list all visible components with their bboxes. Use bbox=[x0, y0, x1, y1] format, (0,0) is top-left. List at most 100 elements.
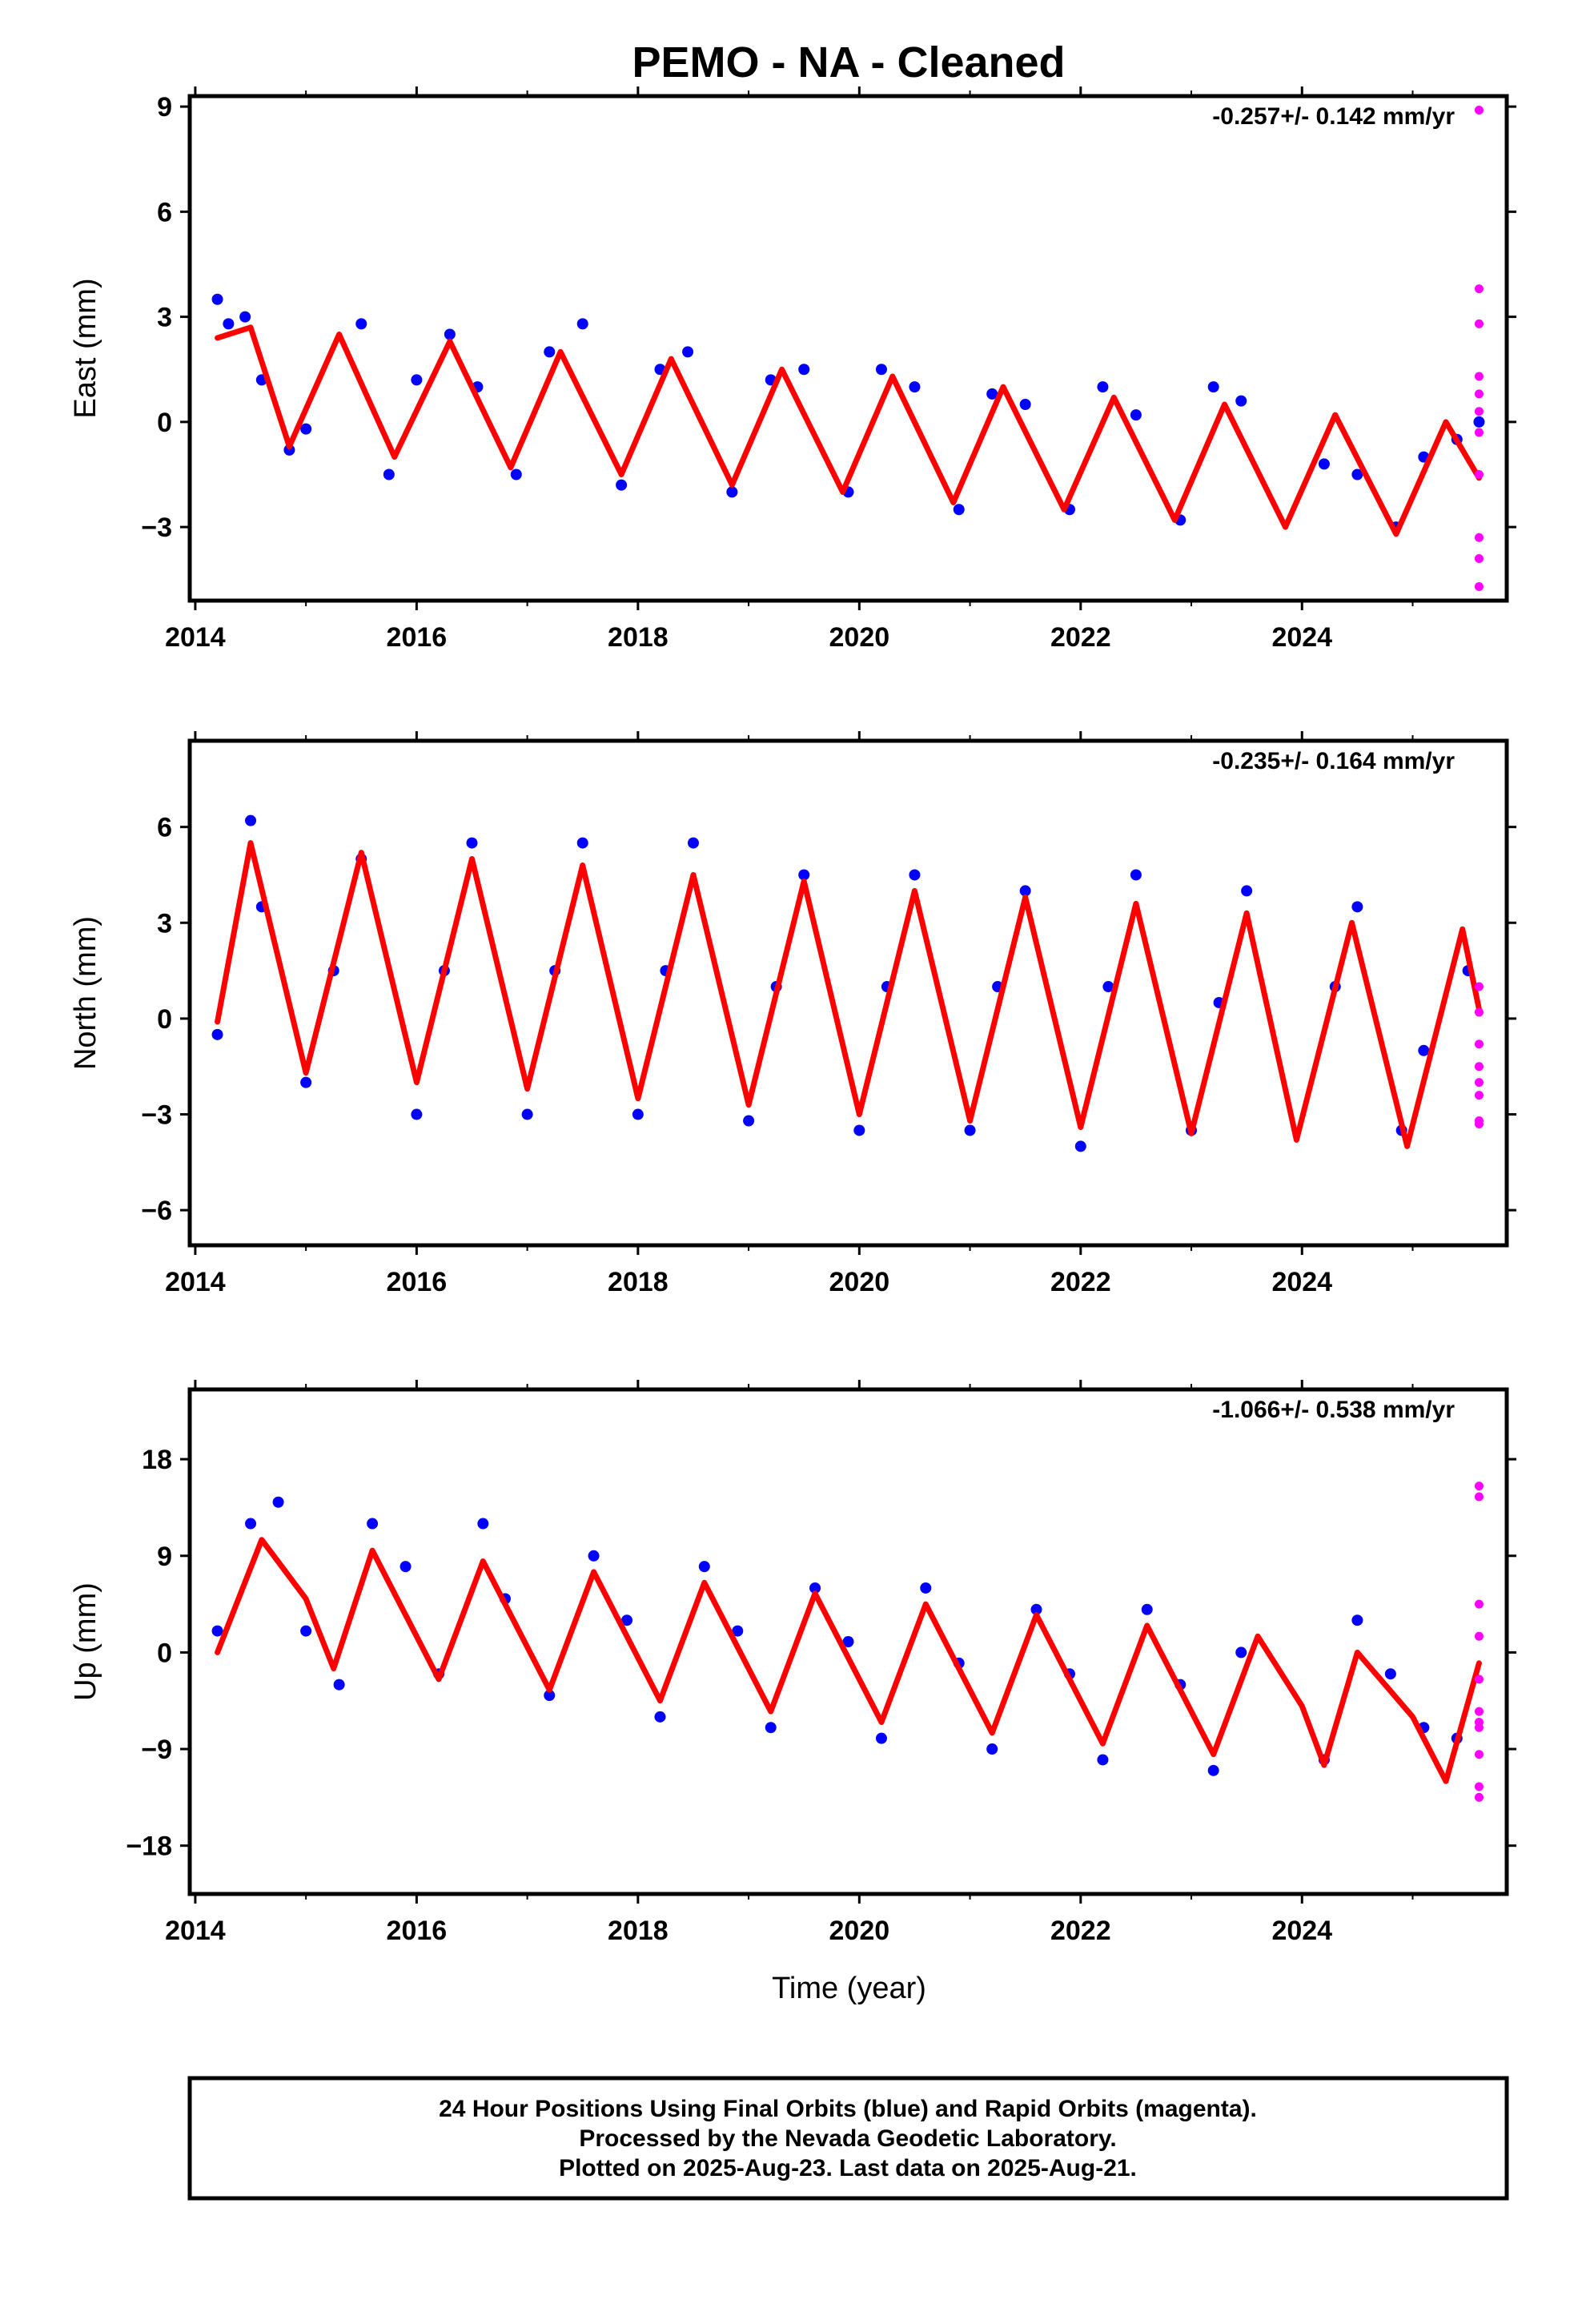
north-final-point bbox=[576, 837, 588, 849]
east-final-point bbox=[510, 468, 522, 480]
east-xtick-label: 2022 bbox=[1050, 622, 1111, 653]
north-rapid-point bbox=[1474, 982, 1484, 991]
east-final-point bbox=[1130, 409, 1142, 421]
east-rapid-point bbox=[1474, 284, 1484, 294]
north-final-point bbox=[521, 1108, 533, 1120]
up-final-point bbox=[698, 1561, 710, 1573]
east-final-point bbox=[616, 479, 628, 491]
up-final-point bbox=[1207, 1764, 1219, 1776]
up-ylabel: Up (mm) bbox=[69, 1582, 102, 1701]
east-ytick-label: −3 bbox=[141, 513, 172, 543]
east-xtick-label: 2018 bbox=[608, 622, 669, 653]
footer-border bbox=[187, 2076, 1509, 2201]
up-rapid-point bbox=[1474, 1492, 1484, 1502]
north-model-curve bbox=[215, 840, 1482, 1149]
east-final-point bbox=[875, 364, 887, 376]
east-ytick-label: 6 bbox=[157, 197, 172, 227]
up-final-point bbox=[211, 1625, 223, 1637]
figure-title: PEMO - NA - Cleaned bbox=[632, 38, 1065, 86]
up-final-point bbox=[842, 1636, 854, 1647]
east-final-point bbox=[726, 486, 738, 498]
north-final-point bbox=[1130, 869, 1142, 881]
north-final-point bbox=[411, 1108, 423, 1120]
east-plot-frame bbox=[187, 94, 1509, 603]
up-rapid-point bbox=[1474, 1675, 1484, 1684]
east-ytick-label: 9 bbox=[157, 92, 172, 123]
east-ylabel: East (mm) bbox=[69, 278, 102, 418]
east-final-point bbox=[1351, 468, 1363, 480]
up-final-point bbox=[544, 1690, 556, 1702]
north-ytick-label: −6 bbox=[141, 1196, 172, 1226]
east-rapid-point bbox=[1474, 582, 1484, 591]
east-xtick-label: 2014 bbox=[165, 622, 226, 653]
east-final-point bbox=[909, 381, 921, 393]
north-final-point bbox=[1102, 981, 1114, 993]
north-final-point bbox=[211, 1028, 223, 1040]
north-xtick-label: 2020 bbox=[829, 1267, 890, 1297]
north-xtick-label: 2014 bbox=[165, 1267, 226, 1297]
up-xtick-label: 2014 bbox=[165, 1916, 226, 1946]
east-final-point bbox=[211, 293, 223, 305]
north-panel: 2014 2016 2018 2020 2022 2024 6 3 0 −3 −6 North (mm… bbox=[69, 731, 1516, 1297]
footer-line-1: 24 Hour Positions Using Final Orbits (bl… bbox=[439, 2096, 1257, 2122]
north-rapid-point bbox=[1474, 1078, 1484, 1088]
north-xtick-label: 2024 bbox=[1271, 1267, 1332, 1297]
up-final-point bbox=[1141, 1603, 1153, 1615]
north-rapid-point bbox=[1474, 1007, 1484, 1017]
east-panel: 2014 2016 2018 2020 2022 2024 9 6 3 0 −3 East (mm) -… bbox=[69, 86, 1516, 653]
east-rapid-point bbox=[1474, 428, 1484, 437]
north-final-point bbox=[632, 1108, 644, 1120]
up-final-point bbox=[1030, 1603, 1042, 1615]
up-model-curve bbox=[215, 1537, 1482, 1784]
up-final-point bbox=[1351, 1614, 1363, 1626]
up-ytick-label: 0 bbox=[157, 1638, 172, 1668]
east-model-curve bbox=[215, 324, 1482, 537]
north-xtick-label: 2022 bbox=[1050, 1267, 1111, 1297]
east-rapid-point bbox=[1474, 470, 1484, 479]
east-final-point bbox=[798, 364, 810, 376]
east-final-point bbox=[1473, 416, 1485, 428]
east-rapid-point bbox=[1474, 533, 1484, 542]
east-rapid-point bbox=[1474, 407, 1484, 416]
north-ytick-label: 6 bbox=[157, 813, 172, 843]
north-final-point bbox=[964, 1124, 976, 1136]
east-final-point bbox=[444, 328, 456, 340]
east-final-point bbox=[1097, 381, 1109, 393]
up-final-point bbox=[920, 1582, 932, 1594]
up-ytick-label: 9 bbox=[157, 1542, 172, 1572]
north-ytick-label: 3 bbox=[157, 908, 172, 939]
up-final-point bbox=[1097, 1754, 1109, 1766]
up-xlabel: Time (year) bbox=[772, 1972, 926, 2005]
up-rapid-point bbox=[1474, 1723, 1484, 1732]
east-final-point bbox=[223, 318, 235, 330]
up-final-point bbox=[621, 1614, 633, 1626]
up-ytick-label: −9 bbox=[141, 1735, 172, 1765]
up-final-point bbox=[400, 1561, 412, 1573]
up-rate-label: -1.066+/- 0.538 mm/yr bbox=[1212, 1397, 1455, 1423]
up-final-point bbox=[1235, 1647, 1247, 1659]
up-final-point bbox=[588, 1550, 600, 1562]
up-xtick-label: 2018 bbox=[608, 1916, 669, 1946]
north-final-point bbox=[1351, 901, 1363, 913]
up-final-point bbox=[732, 1625, 744, 1637]
north-final-point bbox=[909, 869, 921, 881]
north-final-point bbox=[687, 837, 699, 849]
north-final-point bbox=[245, 814, 257, 826]
east-final-point bbox=[300, 423, 312, 435]
east-xtick-label: 2024 bbox=[1271, 622, 1332, 653]
east-xtick-label: 2020 bbox=[829, 622, 890, 653]
east-final-point bbox=[1318, 458, 1330, 470]
up-xtick-label: 2022 bbox=[1050, 1916, 1111, 1946]
north-rate-label: -0.235+/- 0.164 mm/yr bbox=[1212, 748, 1455, 774]
north-ylabel: North (mm) bbox=[69, 916, 102, 1070]
east-final-point bbox=[953, 504, 965, 516]
east-final-point bbox=[283, 444, 295, 456]
north-rapid-point bbox=[1474, 1062, 1484, 1072]
up-rapid-point bbox=[1474, 1707, 1484, 1716]
up-xtick-label: 2024 bbox=[1271, 1916, 1332, 1946]
north-plot-frame bbox=[187, 738, 1509, 1248]
up-rapid-point bbox=[1474, 1482, 1484, 1491]
north-final-point bbox=[300, 1076, 312, 1088]
east-rapid-point bbox=[1474, 372, 1484, 381]
